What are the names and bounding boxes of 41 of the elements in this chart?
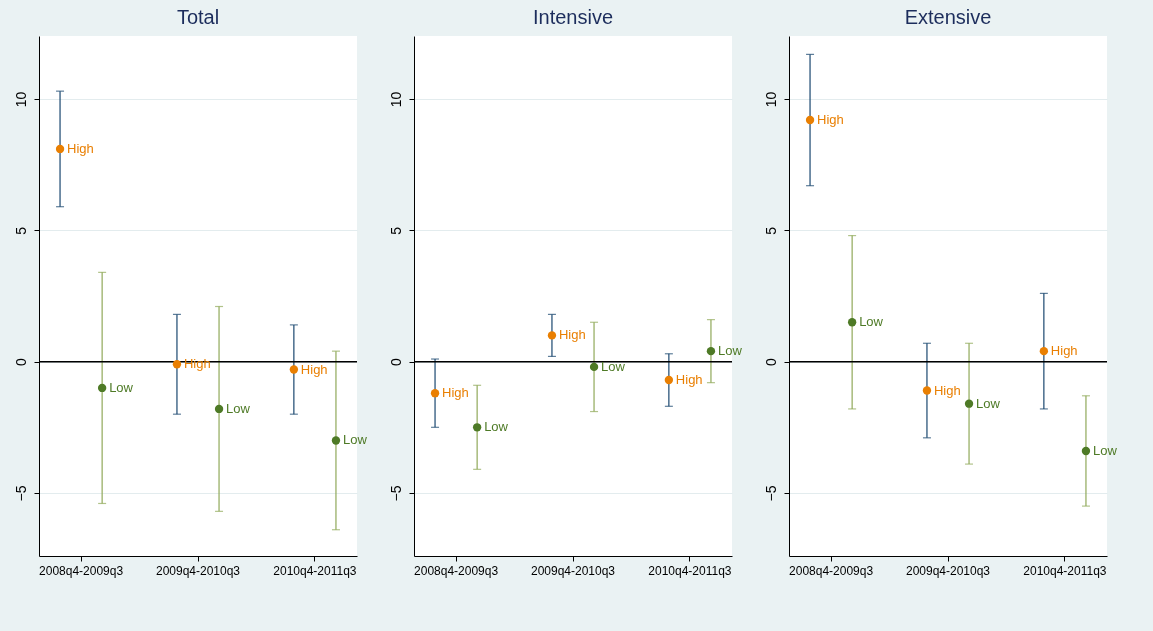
y-tick-label: 10 xyxy=(387,91,404,108)
series-label: Low xyxy=(859,314,884,330)
y-tick-label: −5 xyxy=(762,485,779,502)
x-tick-label: 2009q4-2010q3 xyxy=(155,563,241,578)
y-tick-label: 0 xyxy=(12,358,29,367)
y-tick-label: 5 xyxy=(12,226,29,235)
chart-title: Total xyxy=(176,6,220,28)
chart-title: Extensive xyxy=(904,6,992,28)
y-tick-label: −5 xyxy=(387,485,404,502)
y-tick-label: 5 xyxy=(762,226,779,235)
text: Low xyxy=(342,432,367,448)
text: High xyxy=(300,361,328,377)
y-tick-label: 10 xyxy=(762,91,779,108)
x-tick-label: 2009q4-2010q3 xyxy=(905,563,991,578)
text: Low xyxy=(226,400,250,416)
x-tick-label: 2008q4-2009q3 xyxy=(789,563,874,578)
text: High xyxy=(933,382,961,398)
y-tick-label: 5 xyxy=(387,226,404,235)
series-label: Low xyxy=(109,379,134,395)
y-tick-label: 10 xyxy=(12,91,29,108)
series-label: Low xyxy=(601,358,626,374)
series-label: High xyxy=(67,140,94,156)
x-tick-label: 2010q4-2011q3 xyxy=(1023,563,1107,578)
x-tick-label: 2010q4-2011q3 xyxy=(648,563,732,578)
y-tick-label: −5 xyxy=(12,485,29,502)
y-tick-label: 0 xyxy=(387,358,404,367)
text: High xyxy=(1050,343,1078,359)
x-tick-label: 2008q4-2009q3 xyxy=(39,563,124,578)
x-tick-label: 2008q4-2009q3 xyxy=(414,563,499,578)
x-tick-label: 2010q4-2011q3 xyxy=(273,563,357,578)
text: Low xyxy=(717,343,742,359)
series-label: High xyxy=(442,385,469,401)
text: Low xyxy=(976,395,1000,411)
text: Low xyxy=(484,419,508,435)
chart-title: Intensive xyxy=(532,6,614,28)
y-tick-label: 0 xyxy=(762,358,779,367)
text: High xyxy=(675,372,703,388)
series-label: High xyxy=(817,112,844,128)
x-tick-label: 2009q4-2010q3 xyxy=(530,563,616,578)
text: Low xyxy=(1092,442,1117,458)
text: High xyxy=(558,327,586,343)
